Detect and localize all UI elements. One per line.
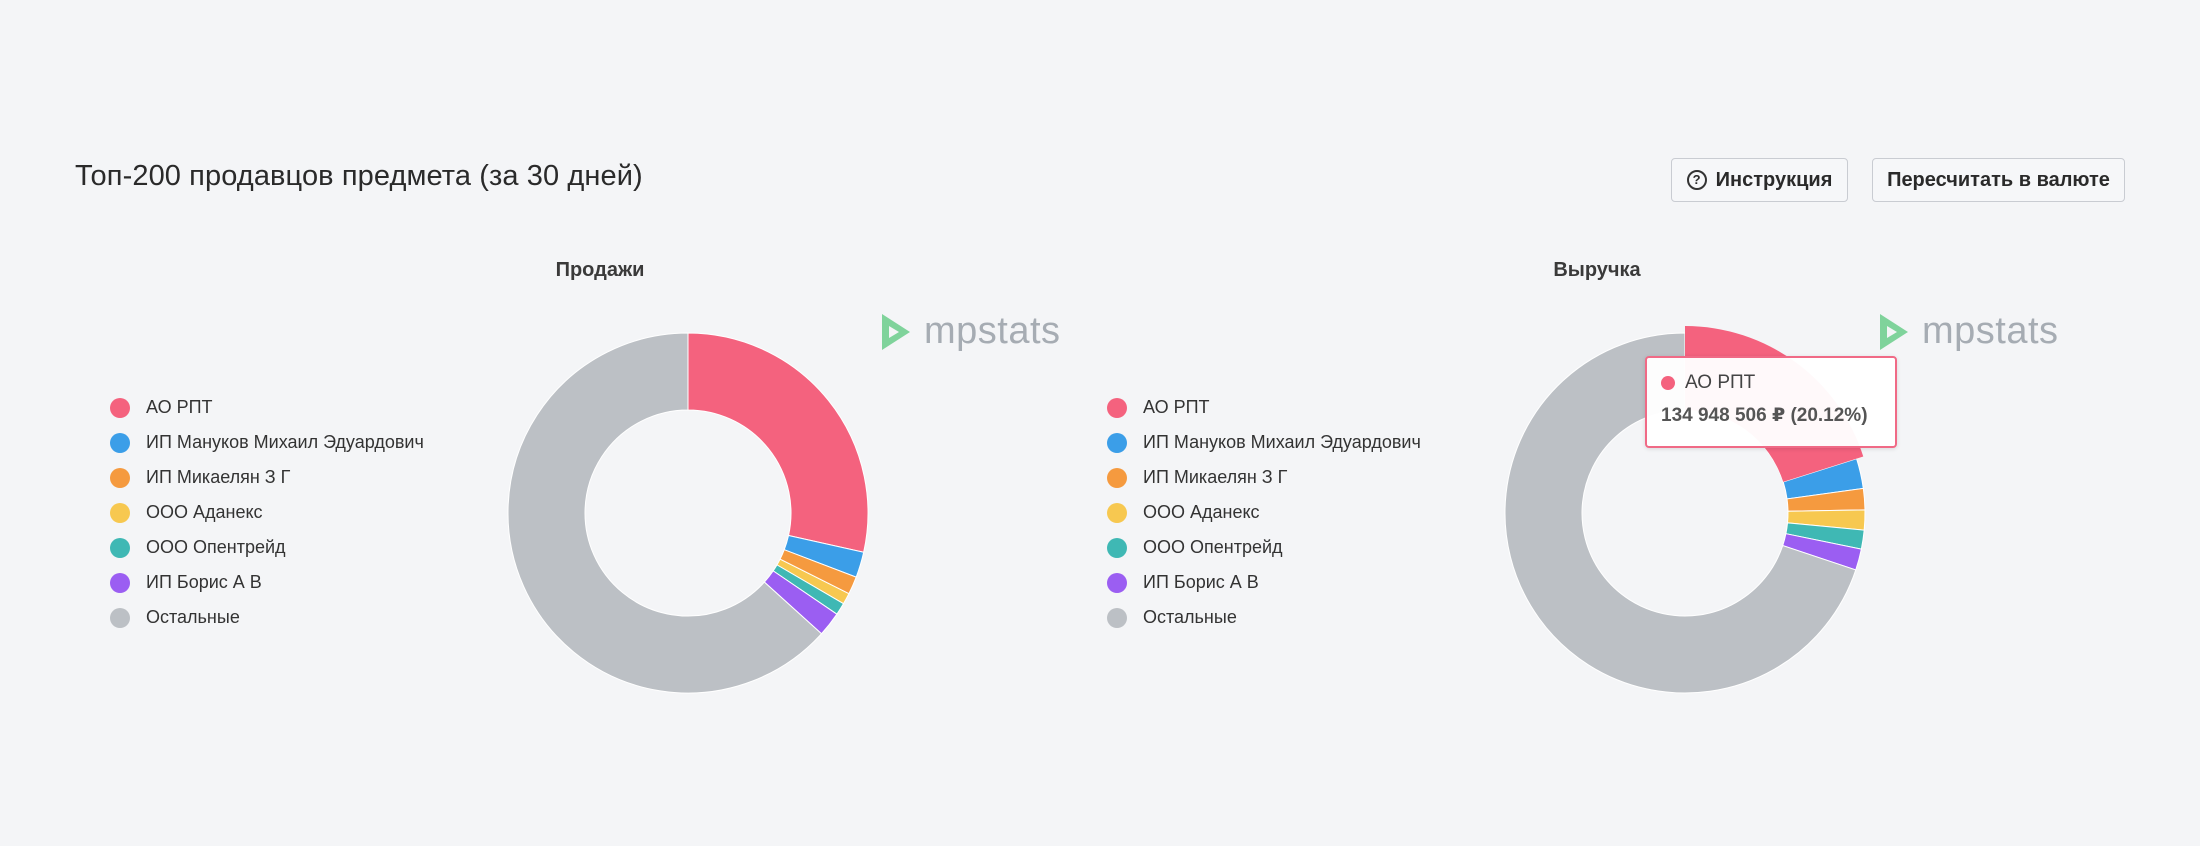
legend-item[interactable]: АО РПТ [110, 390, 424, 425]
instruction-button-label: Инструкция [1715, 168, 1833, 191]
legend-label: ИП Микаелян З Г [146, 467, 291, 487]
legend-label: ООО Опентрейд [1143, 537, 1283, 557]
legend-dot [110, 397, 130, 418]
legend-dot [1107, 537, 1127, 558]
legend-label: ИП Борис А В [146, 572, 262, 592]
legend-item[interactable]: ИП Мануков Михаил Эдуардович [1107, 425, 1421, 460]
revenue-watermark: mpstats [1878, 310, 2059, 353]
legend-item[interactable]: ИП Микаелян З Г [1107, 460, 1421, 495]
legend-item[interactable]: ИП Мануков Михаил Эдуардович [110, 425, 424, 460]
legend-item[interactable]: Остальные [1107, 600, 1421, 635]
legend-dot [1107, 607, 1127, 628]
tooltip-value: 134 948 506 ₽ (20.12%) [1661, 405, 1868, 426]
donut-slice-0[interactable] [687, 332, 869, 553]
legend-item[interactable]: ООО Опентрейд [110, 530, 424, 565]
legend-label: АО РПТ [146, 397, 213, 417]
sales-watermark: mpstats [880, 310, 1061, 353]
revenue-chart-title: Выручка [1553, 259, 1641, 281]
chart-tooltip: АО РПТ 134 948 506 ₽ (20.12%) [1645, 356, 1897, 448]
legend-label: Остальные [146, 607, 240, 627]
legend-label: ИП Борис А В [1143, 572, 1259, 592]
mpstats-logo-icon [882, 313, 910, 350]
legend-dot [110, 502, 130, 523]
legend-label: ООО Опентрейд [146, 537, 286, 557]
legend-item[interactable]: ИП Микаелян З Г [110, 460, 424, 495]
sales-legend: АО РПТ ИП Мануков Михаил Эдуардович ИП М… [110, 390, 424, 635]
legend-dot [1107, 397, 1127, 418]
tooltip-series-name: АО РПТ [1685, 372, 1756, 393]
legend-item[interactable]: ИП Борис А В [110, 565, 424, 600]
legend-label: ИП Микаелян З Г [1143, 467, 1288, 487]
recalculate-currency-label: Пересчитать в валюте [1887, 168, 2110, 191]
legend-item[interactable]: ООО Аданекс [1107, 495, 1421, 530]
legend-label: ИП Мануков Михаил Эдуардович [1143, 432, 1421, 452]
watermark-text: mpstats [924, 310, 1061, 352]
legend-label: Остальные [1143, 607, 1237, 627]
legend-item[interactable]: Остальные [110, 600, 424, 635]
legend-item[interactable]: АО РПТ [1107, 390, 1421, 425]
tooltip-dot [1661, 376, 1675, 390]
legend-label: ИП Мануков Михаил Эдуардович [146, 432, 424, 452]
legend-item[interactable]: ООО Опентрейд [1107, 530, 1421, 565]
sales-donut-chart [507, 332, 869, 694]
donut-slice-6[interactable] [507, 332, 823, 694]
recalculate-currency-button[interactable]: Пересчитать в валюте [1872, 158, 2125, 202]
page-title: Топ-200 продавцов предмета (за 30 дней) [75, 160, 643, 192]
watermark-text: mpstats [1922, 310, 2059, 352]
mpstats-logo-icon [1880, 313, 1908, 350]
legend-label: ООО Аданекс [1143, 502, 1260, 522]
legend-item[interactable]: ИП Борис А В [1107, 565, 1421, 600]
question-circle-icon: ? [1686, 170, 1707, 190]
legend-dot [1107, 432, 1127, 453]
legend-dot [1107, 467, 1127, 488]
legend-dot [1107, 572, 1127, 593]
legend-dot [110, 467, 130, 488]
instruction-button[interactable]: ? Инструкция [1671, 158, 1848, 202]
legend-dot [1107, 502, 1127, 523]
donut-slice-6[interactable] [1504, 332, 1857, 694]
legend-label: ООО Аданекс [146, 502, 263, 522]
legend-label: АО РПТ [1143, 397, 1210, 417]
legend-dot [110, 607, 130, 628]
sales-chart-title: Продажи [555, 259, 645, 281]
legend-dot [110, 537, 130, 558]
legend-dot [110, 572, 130, 593]
revenue-legend: АО РПТ ИП Мануков Михаил Эдуардович ИП М… [1107, 390, 1421, 635]
legend-dot [110, 432, 130, 453]
legend-item[interactable]: ООО Аданекс [110, 495, 424, 530]
